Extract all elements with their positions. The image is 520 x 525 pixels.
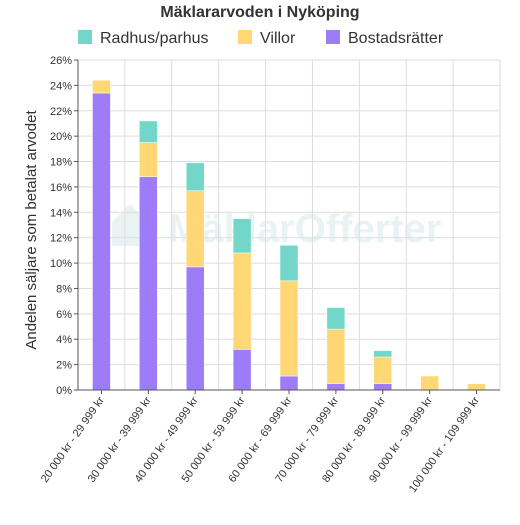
y-tick-label: 10% xyxy=(50,258,72,270)
y-tick-label: 12% xyxy=(50,233,72,245)
y-tick-label: 2% xyxy=(56,360,72,372)
y-tick-label: 16% xyxy=(50,182,72,194)
y-tick-label: 0% xyxy=(56,385,72,397)
watermark-text: MäklarOfferter xyxy=(168,207,441,251)
bar-segment xyxy=(467,383,486,391)
bar-segment xyxy=(420,375,439,391)
bar-segment xyxy=(139,120,158,143)
bar-segment xyxy=(326,328,346,384)
bar-segment xyxy=(232,349,252,391)
legend-label: Villor xyxy=(260,30,296,47)
bar-segment xyxy=(279,375,299,391)
bar-segment xyxy=(373,356,393,384)
bar-segment xyxy=(139,176,158,391)
bar-segment xyxy=(185,190,205,268)
bar-segment xyxy=(92,92,111,391)
bar-segment xyxy=(279,280,299,377)
legend-swatch xyxy=(238,30,252,44)
bar-segment xyxy=(232,218,252,254)
y-tick-label: 24% xyxy=(50,80,72,92)
bar-segment xyxy=(185,266,205,391)
bar-segment xyxy=(139,142,158,178)
legend-swatch xyxy=(326,30,340,44)
legend-label: Radhus/parhus xyxy=(100,30,209,47)
y-tick-label: 4% xyxy=(56,334,72,346)
watermark-logo-icon xyxy=(112,204,148,246)
y-tick-label: 18% xyxy=(50,157,72,169)
legend-label: Bostadsrätter xyxy=(348,30,444,47)
y-axis-label: Andelen säljare som betalat arvodet xyxy=(23,110,40,350)
bar-segment xyxy=(279,245,299,282)
y-tick-label: 8% xyxy=(56,283,72,295)
bar-segment xyxy=(232,252,252,350)
y-tick-label: 6% xyxy=(56,309,72,321)
legend-swatch xyxy=(78,30,92,44)
bar-segment xyxy=(373,350,393,358)
bar-segment xyxy=(185,162,205,191)
chart-title: Mäklararvoden i Nyköping xyxy=(160,4,359,21)
y-tick-label: 22% xyxy=(50,106,72,118)
y-tick-label: 20% xyxy=(50,131,72,143)
bar-segment xyxy=(373,383,393,391)
bar-segment xyxy=(326,383,346,391)
bar-segment xyxy=(326,307,346,330)
y-tick-label: 26% xyxy=(50,55,72,67)
bar-segment xyxy=(92,80,111,94)
y-tick-label: 14% xyxy=(50,207,72,219)
